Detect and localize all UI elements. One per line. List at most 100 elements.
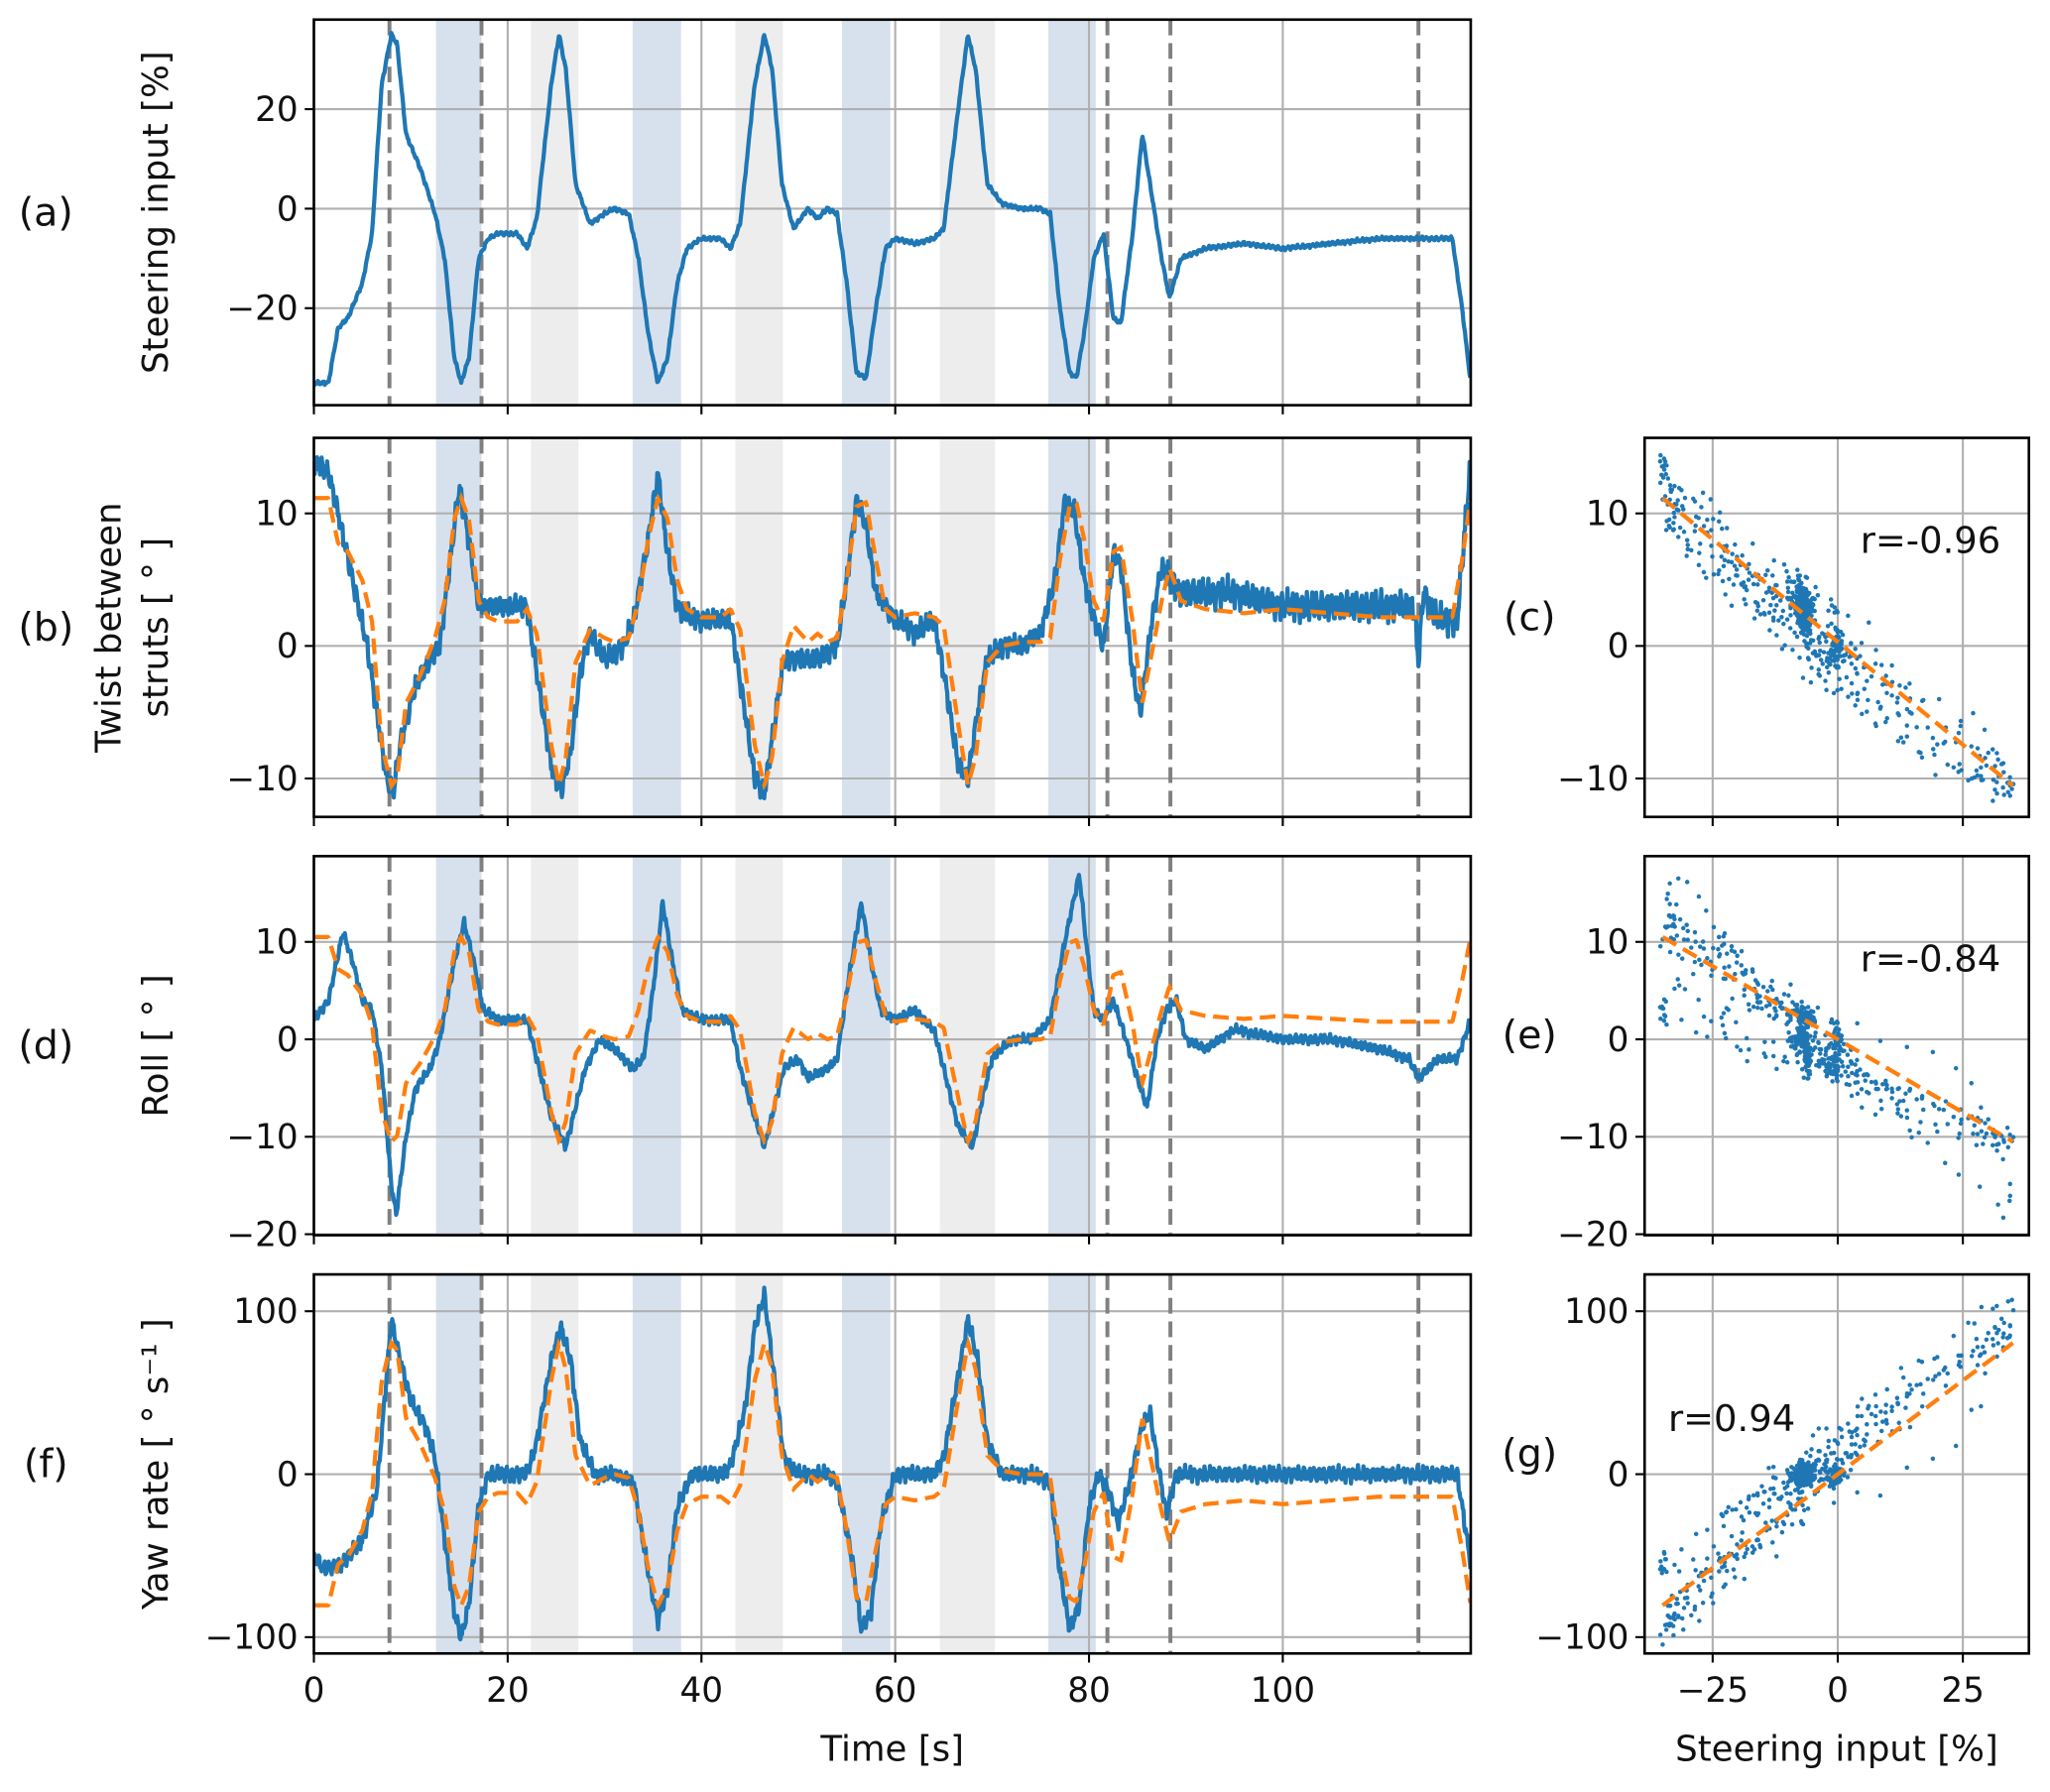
- scatter-point: [1869, 1411, 1874, 1417]
- scatter-point: [1722, 930, 1728, 936]
- scatter-point: [1781, 992, 1787, 997]
- scatter-point: [1796, 576, 1801, 582]
- scatter-point: [1692, 1604, 1698, 1610]
- scatter-point: [1818, 657, 1824, 662]
- scatter-point: [1930, 1456, 1936, 1462]
- scatter-point: [1808, 1015, 1814, 1021]
- scatter-point: [1878, 1106, 1884, 1112]
- scatter-point: [1808, 1052, 1813, 1058]
- scatter-point: [1789, 1471, 1794, 1476]
- scatter-point: [1726, 1504, 1731, 1510]
- scatter-point: [1670, 913, 1676, 918]
- scatter-point: [1839, 1073, 1844, 1078]
- scatter-point: [1732, 949, 1738, 955]
- scatter-point: [1755, 582, 1760, 587]
- scatter-point: [1752, 599, 1758, 605]
- scatter-point: [1770, 573, 1775, 578]
- scatter-point: [1921, 697, 1926, 703]
- scatter-point: [1726, 558, 1731, 564]
- scatter-point: [1804, 1068, 1810, 1073]
- scatter-point: [1776, 618, 1781, 623]
- scatter-point: [1873, 648, 1878, 653]
- x-tick-label: 80: [1067, 1671, 1111, 1711]
- scatter-point: [1768, 984, 1773, 990]
- scatter-point: [1665, 476, 1671, 481]
- scatter-point: [1701, 1014, 1707, 1019]
- scatter-point: [1813, 1462, 1818, 1468]
- scatter-point: [1779, 614, 1784, 620]
- scatter-point: [1829, 1451, 1834, 1456]
- scatter-point: [1972, 775, 1978, 780]
- correlation-annotation: r=0.94: [1668, 1397, 1795, 1440]
- scatter-point: [1723, 592, 1728, 597]
- scatter-point: [1672, 986, 1677, 992]
- scatter-point: [1685, 546, 1690, 552]
- scatter-point: [1755, 1510, 1761, 1516]
- scatter-point: [1838, 654, 1844, 658]
- scatter-point: [1693, 523, 1698, 529]
- scatter-point: [1975, 773, 1981, 778]
- scatter-point: [1884, 1086, 1889, 1092]
- scatter-point: [1798, 623, 1803, 629]
- scatter-point: [1855, 1091, 1861, 1097]
- scatter-point: [1953, 1065, 1959, 1071]
- scatter-point: [1883, 1417, 1889, 1423]
- scatter-point: [1975, 1363, 1981, 1368]
- scatter-point: [1862, 1072, 1868, 1077]
- x-tick-label: 40: [679, 1671, 723, 1711]
- scatter-point: [1855, 1057, 1860, 1063]
- axes-b: 10 0 −10 Twist between struts [ ° ] (b): [18, 436, 1473, 826]
- scatter-point: [1907, 1424, 1913, 1430]
- scatter-point: [1807, 1071, 1813, 1077]
- scatter-point: [1735, 1556, 1740, 1562]
- scatter-point: [1792, 630, 1797, 636]
- scatter-point: [1969, 744, 1974, 749]
- scatter-point: [1685, 928, 1690, 934]
- scatter-point: [1843, 1069, 1849, 1074]
- scatter-point: [1943, 1383, 1949, 1388]
- scatter-point: [1803, 597, 1808, 602]
- scatter-point: [1815, 592, 1821, 598]
- scatter-point: [1897, 1099, 1902, 1104]
- scatter-point: [1826, 670, 1832, 675]
- scatter-point: [1918, 1120, 1923, 1125]
- scatter-point: [1705, 1527, 1710, 1532]
- scatter-point: [1774, 1066, 1779, 1072]
- scatter-point: [1983, 1121, 1988, 1126]
- scatter-point: [1975, 746, 1981, 751]
- scatter-point: [1700, 939, 1706, 944]
- scatter-point: [1676, 983, 1682, 988]
- scatter-point: [2007, 793, 2012, 798]
- scatter-point: [1824, 687, 1829, 693]
- scatter-point: [1742, 993, 1747, 999]
- scatter-point: [1682, 495, 1688, 501]
- scatter-point: [1720, 526, 1725, 532]
- scatter-point: [1865, 678, 1869, 683]
- scatter-point: [1904, 1108, 1910, 1113]
- scatter-point: [1907, 1128, 1912, 1134]
- scatter-point: [1657, 1632, 1663, 1637]
- scatter-point: [1705, 517, 1710, 523]
- scatter-point: [1722, 1030, 1728, 1036]
- shaded-interval-blue: [632, 856, 681, 1236]
- scatter-point: [1734, 1506, 1739, 1512]
- scatter-point: [1660, 1642, 1665, 1647]
- scatter-point: [1807, 600, 1813, 605]
- scatter-point: [1990, 1306, 1995, 1311]
- scatter-point: [1869, 673, 1874, 679]
- scatter-point: [1883, 673, 1888, 678]
- scatter-point: [1657, 459, 1663, 464]
- scatter-point: [1835, 1078, 1840, 1084]
- scatter-point: [1909, 1387, 1914, 1392]
- scatter-point: [1781, 1058, 1786, 1064]
- scatter-point: [1878, 1409, 1883, 1414]
- scatter-point: [1674, 901, 1679, 907]
- series-line-twist: [313, 454, 1471, 801]
- scatter-point: [1867, 620, 1871, 626]
- scatter-point: [1663, 1627, 1669, 1632]
- panel-label: (b): [18, 605, 73, 651]
- scatter-point: [1696, 562, 1702, 568]
- scatter-point: [1740, 1530, 1745, 1535]
- scatter-point: [1789, 1521, 1795, 1527]
- scatter-point: [1895, 739, 1901, 744]
